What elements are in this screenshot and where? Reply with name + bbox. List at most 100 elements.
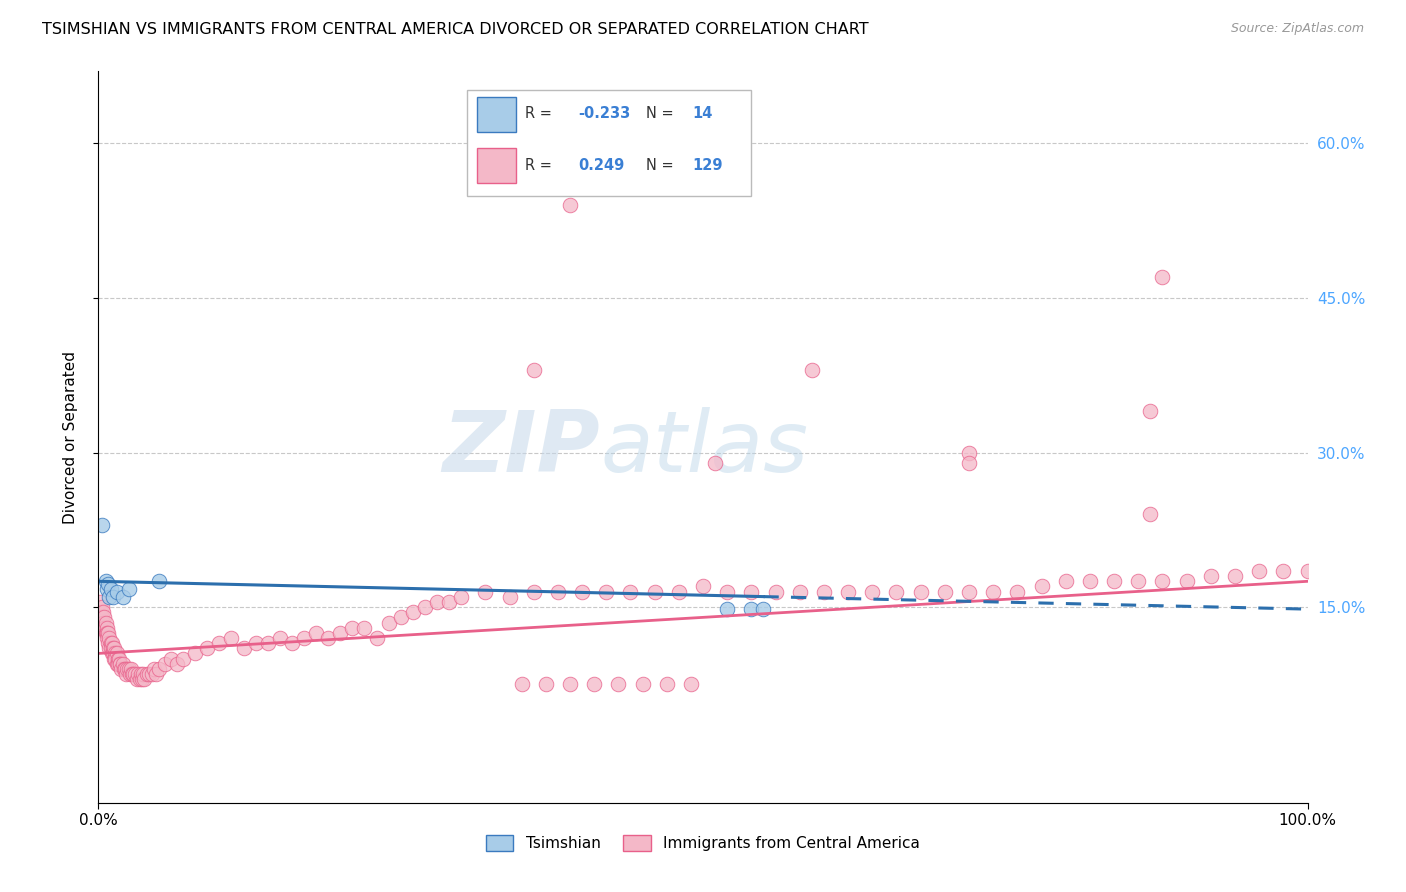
Point	[789, 584, 811, 599]
Point	[305, 625, 328, 640]
Point	[256, 636, 278, 650]
Point	[138, 667, 160, 681]
Point	[716, 602, 738, 616]
Point	[957, 445, 980, 459]
Point	[474, 584, 496, 599]
Point	[402, 605, 425, 619]
Legend: Tsimshian, Immigrants from Central America: Tsimshian, Immigrants from Central Ameri…	[479, 830, 927, 857]
Point	[91, 517, 114, 532]
Point	[108, 651, 131, 665]
Point	[957, 584, 980, 599]
Point	[1139, 508, 1161, 522]
Point	[98, 631, 121, 645]
Text: TSIMSHIAN VS IMMIGRANTS FROM CENTRAL AMERICA DIVORCED OR SEPARATED CORRELATION C: TSIMSHIAN VS IMMIGRANTS FROM CENTRAL AME…	[42, 22, 869, 37]
Point	[558, 677, 581, 691]
Point	[153, 657, 176, 671]
Point	[148, 662, 170, 676]
Point	[813, 584, 835, 599]
Point	[121, 667, 143, 681]
Point	[94, 615, 117, 630]
Point	[934, 584, 956, 599]
Point	[91, 610, 114, 624]
Point	[101, 590, 124, 604]
Point	[160, 651, 183, 665]
Point	[208, 636, 231, 650]
Text: R =: R =	[526, 106, 557, 121]
Point	[103, 641, 125, 656]
Text: N =: N =	[647, 158, 679, 173]
Point	[1199, 569, 1222, 583]
FancyBboxPatch shape	[477, 97, 516, 132]
Point	[103, 651, 125, 665]
Point	[94, 625, 117, 640]
Point	[105, 647, 128, 661]
Point	[1139, 404, 1161, 418]
Point	[141, 667, 163, 681]
Point	[1031, 579, 1053, 593]
Point	[94, 574, 117, 589]
Point	[316, 631, 339, 645]
Point	[90, 605, 112, 619]
Point	[97, 625, 120, 640]
Text: -0.233: -0.233	[578, 106, 631, 121]
Point	[1223, 569, 1246, 583]
Y-axis label: Divorced or Separated: Divorced or Separated	[63, 351, 77, 524]
Point	[101, 641, 124, 656]
Point	[1152, 270, 1174, 285]
Text: 129: 129	[692, 158, 723, 173]
Point	[1175, 574, 1198, 589]
Point	[96, 625, 118, 640]
Point	[105, 584, 128, 599]
Point	[800, 363, 823, 377]
Point	[353, 621, 375, 635]
Point	[98, 641, 121, 656]
Point	[166, 657, 188, 671]
Point	[100, 582, 122, 596]
Point	[1102, 574, 1125, 589]
Point	[127, 672, 149, 686]
Point	[127, 667, 149, 681]
Point	[104, 647, 127, 661]
Point	[366, 631, 388, 645]
Point	[221, 631, 243, 645]
Point	[547, 584, 569, 599]
Point	[111, 657, 134, 671]
Point	[118, 582, 141, 596]
Text: Source: ZipAtlas.com: Source: ZipAtlas.com	[1230, 22, 1364, 36]
Point	[957, 456, 980, 470]
Point	[131, 672, 153, 686]
Point	[124, 667, 146, 681]
Point	[97, 577, 120, 591]
Text: ZIP: ZIP	[443, 407, 600, 490]
Point	[98, 590, 121, 604]
Point	[583, 677, 606, 691]
Point	[389, 610, 412, 624]
Point	[96, 621, 118, 635]
Text: atlas: atlas	[600, 407, 808, 490]
Point	[107, 651, 129, 665]
Point	[97, 636, 120, 650]
Point	[704, 456, 727, 470]
Point	[135, 667, 157, 681]
Point	[426, 595, 449, 609]
Point	[510, 677, 533, 691]
Point	[120, 662, 142, 676]
Point	[329, 625, 352, 640]
Point	[143, 662, 166, 676]
Point	[377, 615, 399, 630]
Point	[100, 636, 122, 650]
Text: R =: R =	[526, 158, 561, 173]
Point	[104, 651, 127, 665]
Point	[93, 621, 115, 635]
Point	[145, 667, 167, 681]
Point	[692, 579, 714, 593]
Point	[245, 636, 267, 650]
Point	[523, 363, 546, 377]
Point	[450, 590, 472, 604]
Point	[134, 672, 156, 686]
Point	[184, 647, 207, 661]
Point	[752, 602, 775, 616]
Point	[115, 667, 138, 681]
Point	[595, 584, 617, 599]
Point	[644, 584, 666, 599]
